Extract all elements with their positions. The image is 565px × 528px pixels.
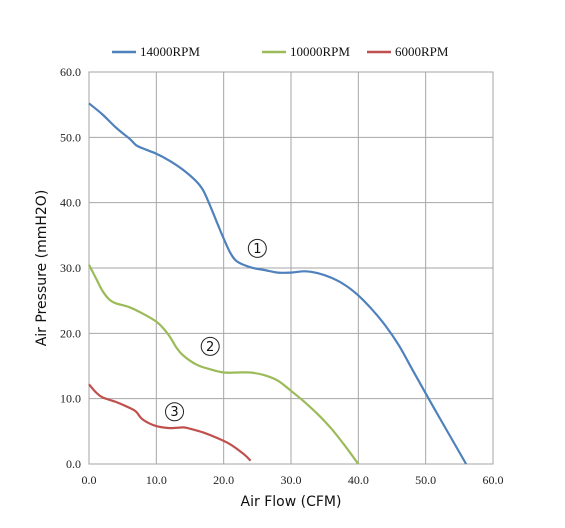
x-tick-label: 30.0 — [281, 473, 302, 487]
x-tick-label: 40.0 — [348, 473, 369, 487]
y-tick-label: 0.0 — [66, 457, 81, 471]
x-tick-label: 10.0 — [146, 473, 167, 487]
x-tick-label: 0.0 — [82, 473, 97, 487]
annotation-circle — [247, 238, 267, 258]
x-tick-label: 20.0 — [213, 473, 234, 487]
series-line-10000rpm — [88, 264, 360, 465]
annotation-label: 3 — [170, 405, 178, 420]
y-tick-label: 50.0 — [60, 130, 81, 144]
legend-label: 6000RPM — [395, 44, 449, 59]
y-axis-label: Air Pressure (mmH2O) — [34, 190, 50, 347]
annotation-circle — [165, 402, 185, 422]
x-axis-label: Air Flow (CFM) — [241, 494, 342, 510]
legend-label: 14000RPM — [140, 44, 200, 59]
y-tick-label: 30.0 — [60, 261, 81, 275]
legend-label: 10000RPM — [290, 44, 350, 59]
y-tick-label: 60.0 — [60, 65, 81, 79]
x-tick-label: 60.0 — [483, 473, 504, 487]
annotation-label: 1 — [253, 242, 261, 257]
y-tick-label: 20.0 — [60, 326, 81, 340]
y-tick-label: 40.0 — [60, 196, 81, 210]
annotation-label: 2 — [206, 340, 214, 355]
series-line-14000rpm — [88, 102, 468, 465]
y-tick-label: 10.0 — [60, 392, 81, 406]
series-line-6000rpm — [88, 383, 252, 462]
x-tick-label: 50.0 — [415, 473, 436, 487]
annotation-circle — [200, 336, 220, 356]
